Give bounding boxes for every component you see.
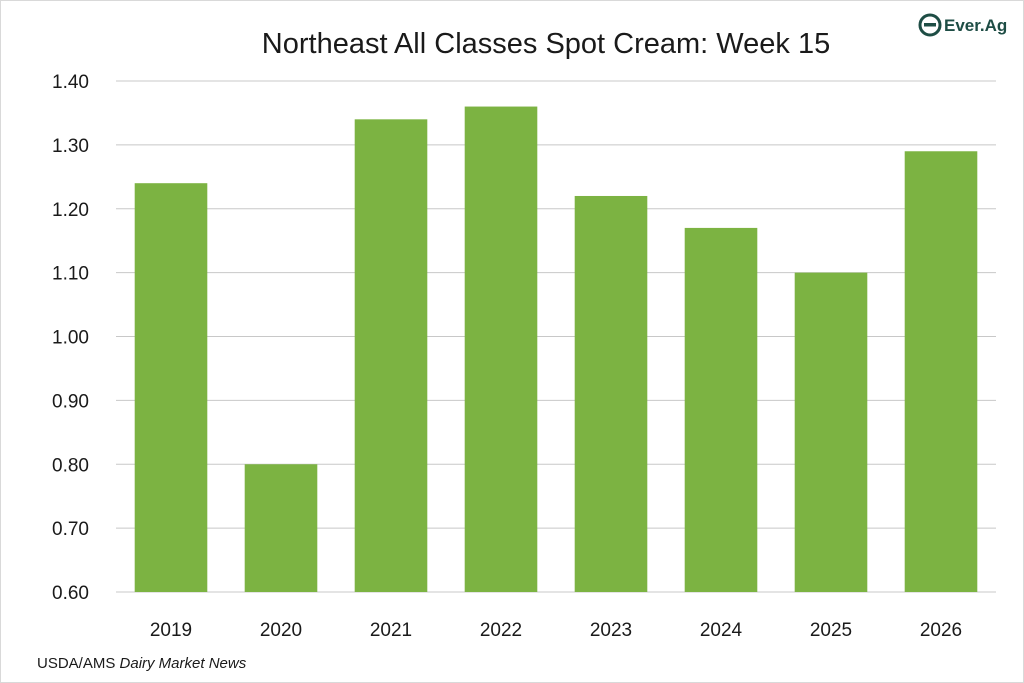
bar-2020 xyxy=(244,464,318,592)
bar-2022 xyxy=(464,106,538,593)
bar-2021 xyxy=(354,119,428,592)
y-tick-label: 1.30 xyxy=(52,136,89,157)
x-tick-label: 2022 xyxy=(480,620,522,641)
y-axis-ticks: 0.60 0.70 0.80 0.90 1.00 1.10 1.20 1.30 1.40 xyxy=(52,72,89,604)
x-tick-label: 2024 xyxy=(700,620,743,641)
chart-title: Northeast All Classes Spot Cream: Week 1… xyxy=(262,28,830,60)
source-note: USDA/AMS Dairy Market News xyxy=(37,655,247,672)
source-prefix: USDA/AMS xyxy=(37,655,120,672)
y-tick-label: 0.70 xyxy=(52,519,89,540)
bars xyxy=(134,106,978,593)
bar-2025 xyxy=(794,272,868,592)
ever-ag-logo: Ever.Ag xyxy=(918,13,1007,37)
y-tick-label: 1.00 xyxy=(52,328,89,349)
y-tick-label: 1.40 xyxy=(52,72,89,93)
x-tick-label: 2026 xyxy=(920,620,962,641)
x-tick-label: 2020 xyxy=(260,620,302,641)
ever-ag-e-logo-icon xyxy=(918,13,942,37)
x-tick-label: 2023 xyxy=(590,620,632,641)
x-axis-ticks: 2019 2020 2021 2022 2023 2024 2025 2026 xyxy=(150,620,962,641)
bar-2019 xyxy=(134,183,208,592)
bar-2024 xyxy=(684,227,758,592)
y-tick-label: 0.90 xyxy=(52,391,89,412)
y-tick-label: 0.60 xyxy=(52,583,89,604)
bar-2026 xyxy=(904,151,978,592)
logo-text: Ever.Ag xyxy=(944,16,1007,35)
x-tick-label: 2025 xyxy=(810,620,852,641)
y-tick-label: 1.10 xyxy=(52,264,89,285)
x-tick-label: 2021 xyxy=(370,620,412,641)
source-italic: Dairy Market News xyxy=(120,655,247,672)
y-tick-label: 1.20 xyxy=(52,200,89,221)
x-tick-label: 2019 xyxy=(150,620,192,641)
y-tick-label: 0.80 xyxy=(52,455,89,476)
bar-2023 xyxy=(574,195,648,592)
